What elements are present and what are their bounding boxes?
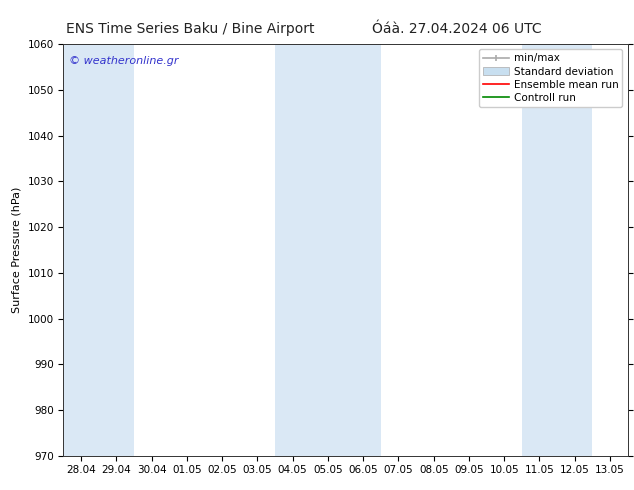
Bar [275,44,310,456]
Bar [557,44,592,456]
Bar [310,44,346,456]
Bar [63,44,99,456]
Bar [99,44,134,456]
Bar [346,44,381,456]
Text: ENS Time Series Baku / Bine Airport: ENS Time Series Baku / Bine Airport [66,22,314,36]
Y-axis label: Surface Pressure (hPa): Surface Pressure (hPa) [12,187,22,313]
Bar [522,44,557,456]
Text: © weatheronline.gr: © weatheronline.gr [69,56,179,67]
Legend: min/max, Standard deviation, Ensemble mean run, Controll run: min/max, Standard deviation, Ensemble me… [479,49,623,107]
Text: Óáà. 27.04.2024 06 UTC: Óáà. 27.04.2024 06 UTC [372,22,541,36]
